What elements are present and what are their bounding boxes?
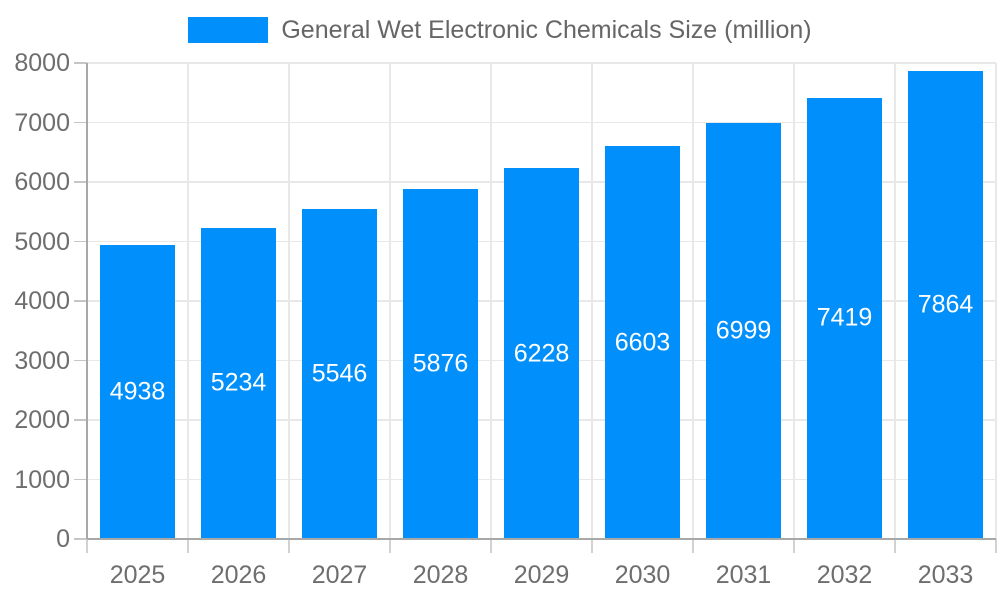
y-axis-label: 2000 — [14, 406, 70, 434]
y-gridline — [87, 62, 996, 64]
x-axis-label: 2028 — [412, 561, 469, 589]
x-axis-label: 2029 — [513, 561, 570, 589]
x-axis-label: 2026 — [210, 561, 267, 589]
bar-2026[interactable] — [201, 227, 276, 539]
bar-2030[interactable] — [605, 146, 680, 539]
y-axis-line — [86, 63, 88, 539]
bar-2033[interactable] — [908, 71, 983, 539]
x-axis-line — [87, 538, 996, 540]
y-axis-tick — [74, 359, 87, 362]
y-axis-tick — [74, 300, 87, 302]
y-axis-tick — [74, 478, 87, 481]
x-gridline — [288, 63, 290, 539]
x-gridline — [995, 63, 997, 539]
y-axis-tick — [74, 240, 87, 243]
x-gridline — [793, 63, 795, 539]
x-axis-tick — [894, 539, 896, 553]
y-axis-tick — [74, 121, 87, 124]
bar-2025[interactable] — [100, 245, 175, 539]
y-axis-tick — [74, 181, 87, 183]
x-gridline — [187, 63, 189, 539]
y-axis-label: 4000 — [14, 287, 70, 315]
x-axis-label: 2031 — [715, 561, 772, 589]
x-axis-tick — [793, 539, 795, 553]
y-axis-label: 8000 — [14, 49, 70, 77]
x-axis-label: 2033 — [917, 561, 974, 589]
bar-2031[interactable] — [706, 122, 781, 539]
x-axis-tick — [591, 539, 593, 553]
bar-value-label: 6603 — [614, 328, 671, 357]
bar-value-label: 6228 — [513, 339, 570, 368]
bar-value-label: 5234 — [210, 368, 267, 397]
x-axis-tick — [288, 539, 290, 553]
x-gridline — [692, 63, 694, 539]
bar-value-label: 4938 — [109, 377, 166, 406]
x-axis-label: 2032 — [816, 561, 873, 589]
y-gridline — [87, 121, 996, 124]
legend-item[interactable]: General Wet Electronic Chemicals Size (m… — [0, 15, 1000, 45]
y-axis-label: 7000 — [14, 108, 70, 137]
bar-2027[interactable] — [302, 209, 377, 539]
x-axis-tick — [389, 539, 391, 553]
x-axis-tick — [995, 539, 997, 553]
bar-value-label: 5876 — [412, 349, 469, 378]
bar-2028[interactable] — [403, 189, 478, 539]
x-axis-label: 2030 — [614, 561, 671, 589]
bar-2032[interactable] — [807, 97, 882, 539]
y-axis-tick — [74, 62, 87, 64]
x-gridline — [389, 63, 391, 539]
y-axis-label: 3000 — [14, 346, 70, 375]
bar-value-label: 5546 — [311, 359, 368, 388]
legend-label: General Wet Electronic Chemicals Size (m… — [281, 15, 812, 44]
x-axis-label: 2025 — [109, 561, 166, 589]
y-axis-label: 1000 — [14, 465, 70, 494]
x-gridline — [490, 63, 492, 539]
y-axis-label: 5000 — [14, 227, 70, 256]
bar-value-label: 6999 — [715, 316, 772, 345]
y-axis-tick — [74, 419, 87, 421]
y-axis-label: 0 — [56, 525, 70, 553]
x-axis-tick — [490, 539, 492, 553]
x-axis-tick — [692, 539, 694, 553]
x-gridline — [591, 63, 593, 539]
bar-value-label: 7864 — [917, 290, 974, 319]
bar-value-label: 7419 — [816, 303, 873, 332]
x-axis-label: 2027 — [311, 561, 368, 589]
x-axis-tick — [86, 539, 88, 553]
x-axis-tick — [187, 539, 189, 553]
y-axis-tick — [74, 538, 87, 540]
legend-swatch — [188, 17, 269, 43]
y-axis-label: 6000 — [14, 168, 70, 196]
x-gridline — [894, 63, 896, 539]
bar-2029[interactable] — [504, 168, 579, 539]
